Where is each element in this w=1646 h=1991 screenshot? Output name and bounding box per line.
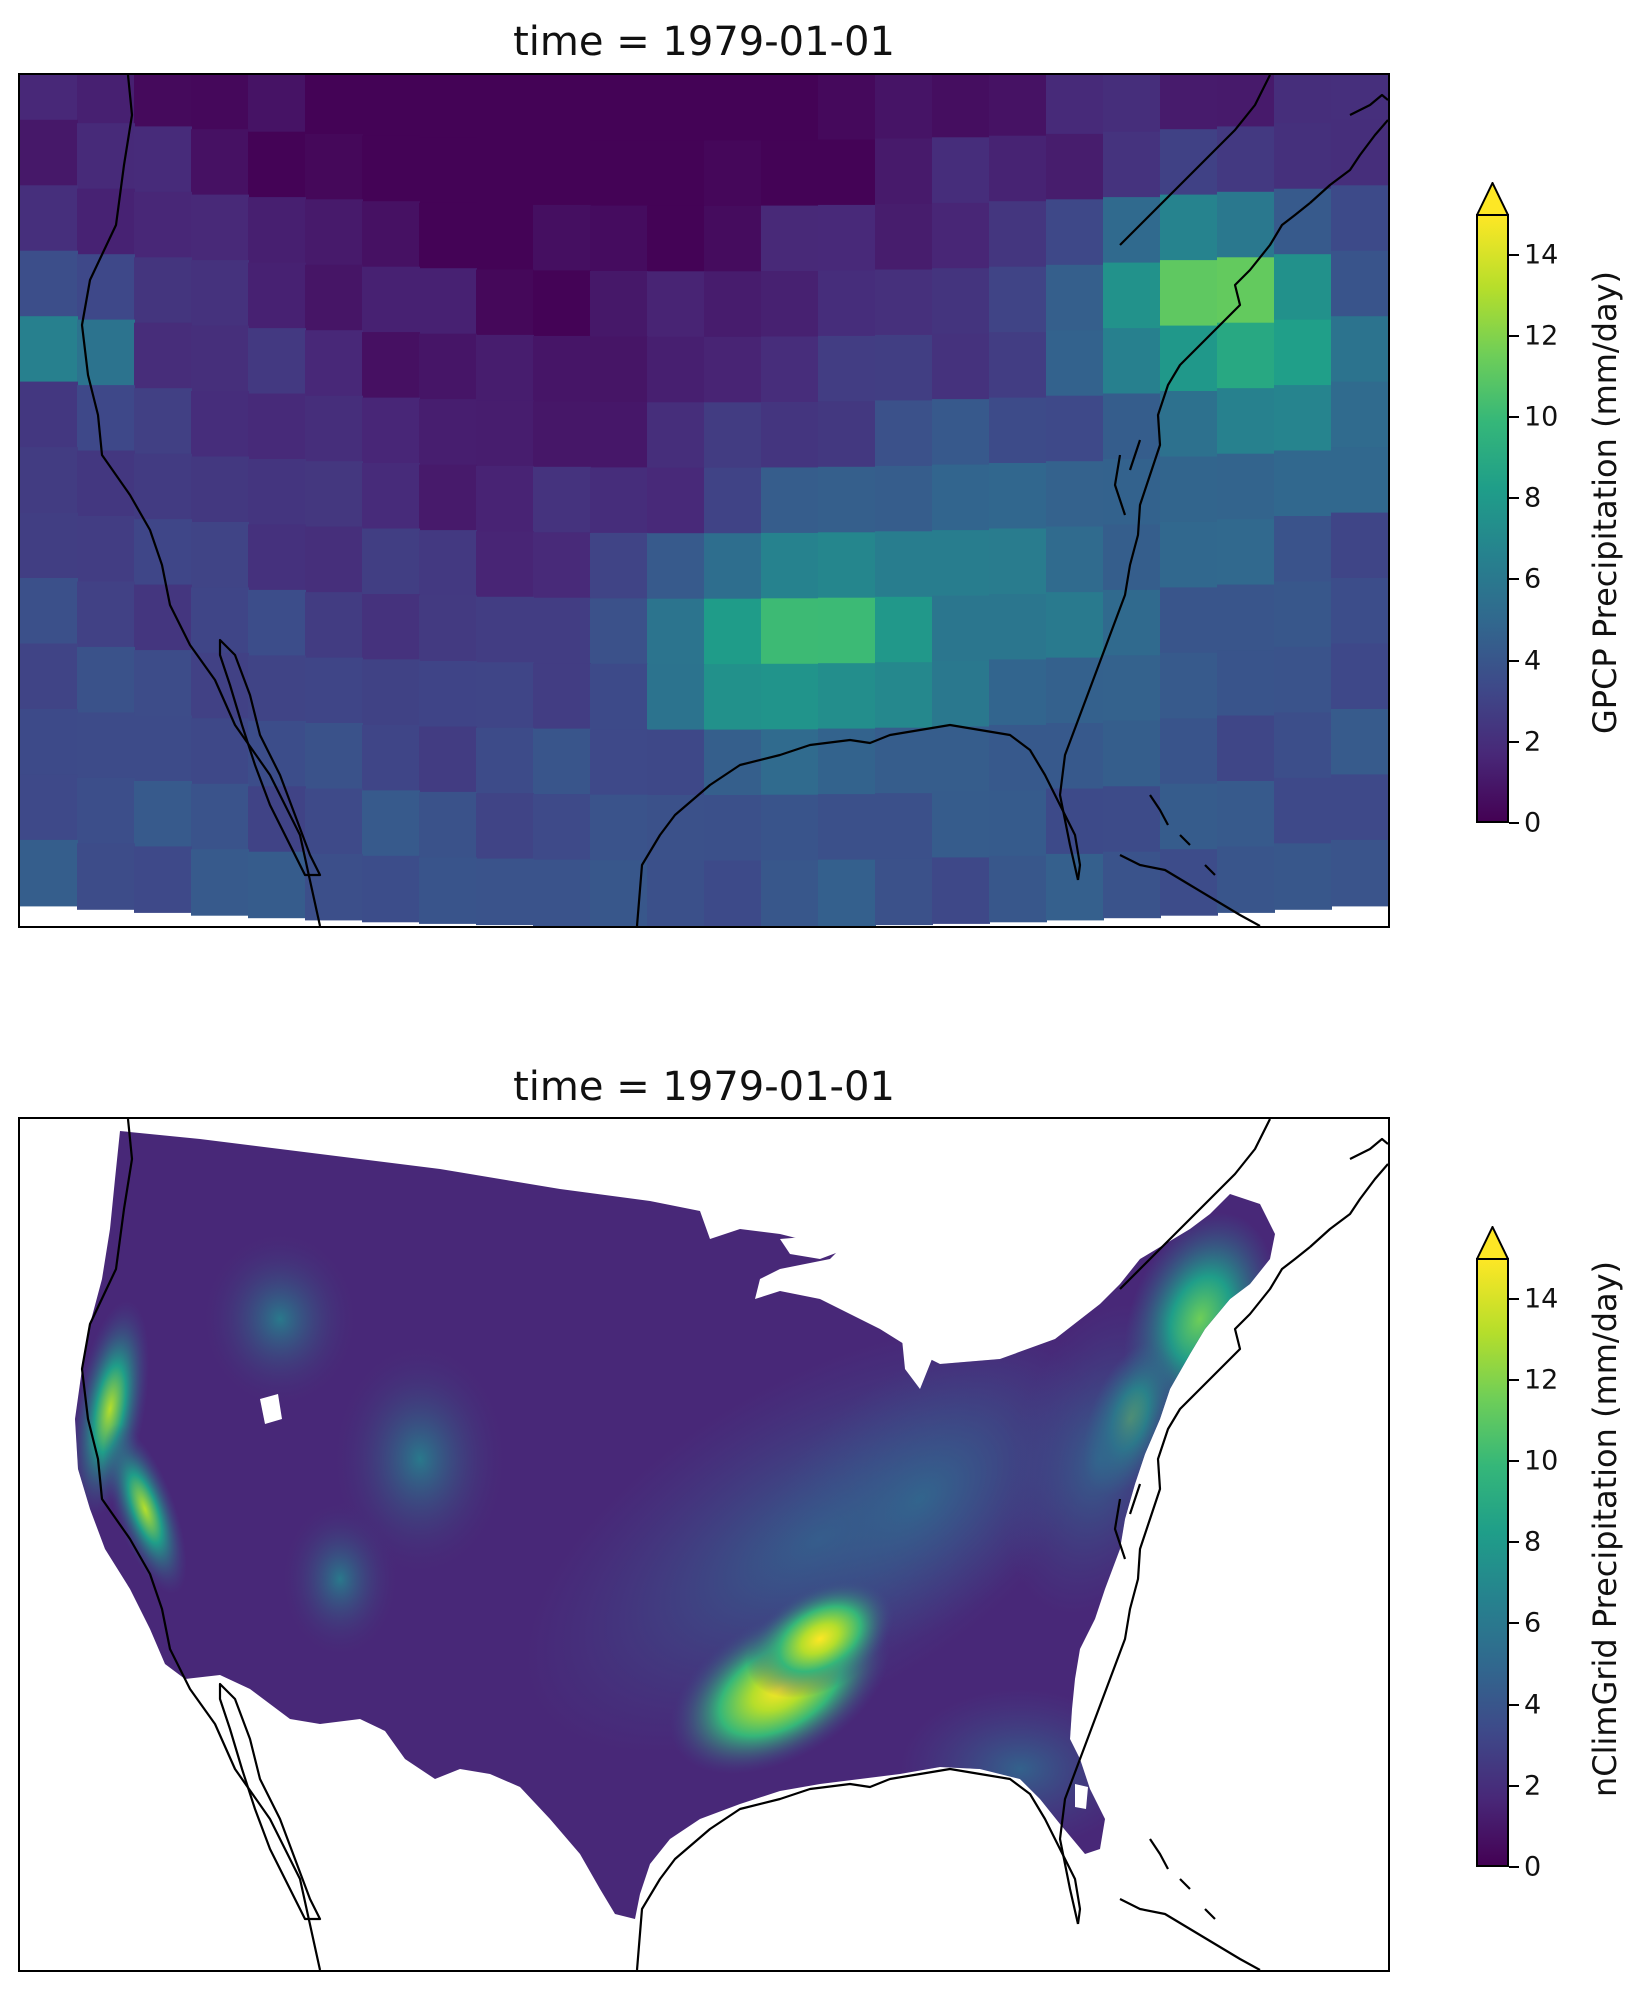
colorbar-tick-label: 0: [1524, 807, 1542, 839]
nclimgrid-colorbar-label: nClimGrid Precipitation (mm/day): [1586, 1260, 1624, 1797]
colorbar-tick-label: 4: [1524, 645, 1542, 677]
colorbar-tick-label: 4: [1524, 1689, 1542, 1721]
gpcp-colorbar-label: GPCP Precipitation (mm/day): [1586, 270, 1624, 734]
colorbar-tick: [1509, 1784, 1519, 1787]
coastline-maritime: [1309, 119, 1388, 204]
colorbar-tick: [1509, 659, 1519, 662]
nclimgrid-map: [18, 1117, 1390, 1972]
coastline-bahamas: [1149, 794, 1216, 876]
coastline-gulf: [635, 723, 1082, 926]
great-salt-lake: [260, 1394, 282, 1424]
coastline-baja: [218, 638, 322, 877]
coastline-west: [80, 1119, 322, 1970]
colorbar-tick: [1509, 1541, 1519, 1544]
lake-huron: [950, 1294, 985, 1339]
colorbar-tick-label: 14: [1524, 1283, 1559, 1315]
colorbar-tick-label: 12: [1524, 1364, 1559, 1396]
colorbar-tick-label: 8: [1524, 482, 1542, 514]
gpcp-coastlines: [80, 75, 1388, 926]
colorbar-tick-label: 14: [1524, 239, 1559, 271]
coastline-baja: [218, 1682, 322, 1921]
colorbar-tick: [1509, 1703, 1519, 1706]
gpcp-cells: [20, 75, 1388, 926]
coastline-maritime: [1309, 1163, 1388, 1248]
coastline-nfld: [1349, 1137, 1388, 1160]
precip-feature-1: [748, 1340, 1092, 1658]
colorbar-tick-label: 6: [1524, 563, 1542, 595]
colorbar-tick-label: 2: [1524, 1770, 1542, 1802]
colorbar-tick: [1509, 1378, 1519, 1381]
coastline-west: [80, 75, 322, 926]
colorbar-tick: [1509, 1297, 1519, 1300]
coastline-cbay: [1113, 1483, 1142, 1560]
colorbar-tick-label: 2: [1524, 726, 1542, 758]
colorbar-tick: [1509, 740, 1519, 743]
coastline-cuba: [1119, 854, 1261, 926]
bottom-panel-title: time = 1979-01-01: [513, 1064, 895, 1110]
colorbar-tick: [1509, 822, 1519, 824]
great-lakes: [260, 1234, 1088, 1809]
precip-feature-11: [280, 1499, 400, 1659]
coastline-east: [1058, 1246, 1311, 1925]
colorbar-tick-label: 8: [1524, 1526, 1542, 1558]
colorbar-tick: [1509, 253, 1519, 256]
coastline-gulf: [635, 1767, 1082, 1970]
coastline-nfld: [1349, 93, 1388, 116]
colorbar-tick: [1509, 334, 1519, 337]
colorbar-tick: [1509, 1460, 1519, 1462]
top-panel-title: time = 1979-01-01: [513, 19, 895, 65]
lake-okeechobee: [1075, 1784, 1088, 1809]
colorbar-tick: [1509, 1866, 1519, 1868]
coastline-cbay: [1113, 439, 1142, 516]
coastline-bahamas: [1149, 1838, 1216, 1920]
gpcp-colorbar: [1476, 214, 1509, 823]
colorbar-tick-label: 0: [1524, 1851, 1542, 1883]
gpcp-colorbar-extend-arrow: [1476, 182, 1509, 216]
coastline-cuba: [1119, 1898, 1261, 1970]
nclimgrid-field: [75, 1119, 1388, 1970]
nclimgrid-colorbar-extend-arrow: [1476, 1226, 1509, 1260]
coastline-stlaw: [1119, 75, 1271, 246]
gpcp-grid: [20, 75, 1388, 926]
colorbar-tick: [1509, 1622, 1519, 1625]
colorbar-tick: [1509, 497, 1519, 500]
precip-feature-12: [900, 1689, 1140, 1849]
coastline-east: [1058, 202, 1311, 881]
colorbar-tick: [1509, 416, 1519, 418]
precip-feature-8: [103, 1423, 187, 1595]
colorbar-tick-label: 12: [1524, 320, 1559, 352]
colorbar-tick-label: 10: [1524, 401, 1559, 433]
colorbar-tick-label: 6: [1524, 1607, 1542, 1639]
precip-feature-3: [746, 1580, 894, 1698]
nclimgrid-colorbar: [1476, 1258, 1509, 1867]
gpcp-map: [18, 73, 1390, 928]
precip-feature-9: [200, 1229, 360, 1409]
lake-superior: [780, 1234, 860, 1259]
nclimgrid-coastlines: [80, 1119, 1388, 1970]
colorbar-tick-label: 10: [1524, 1445, 1559, 1477]
lake-michigan: [900, 1259, 935, 1389]
colorbar-tick: [1509, 578, 1519, 581]
coastline-stlaw: [1119, 1119, 1271, 1290]
conus-field-features: [75, 1212, 1275, 1849]
